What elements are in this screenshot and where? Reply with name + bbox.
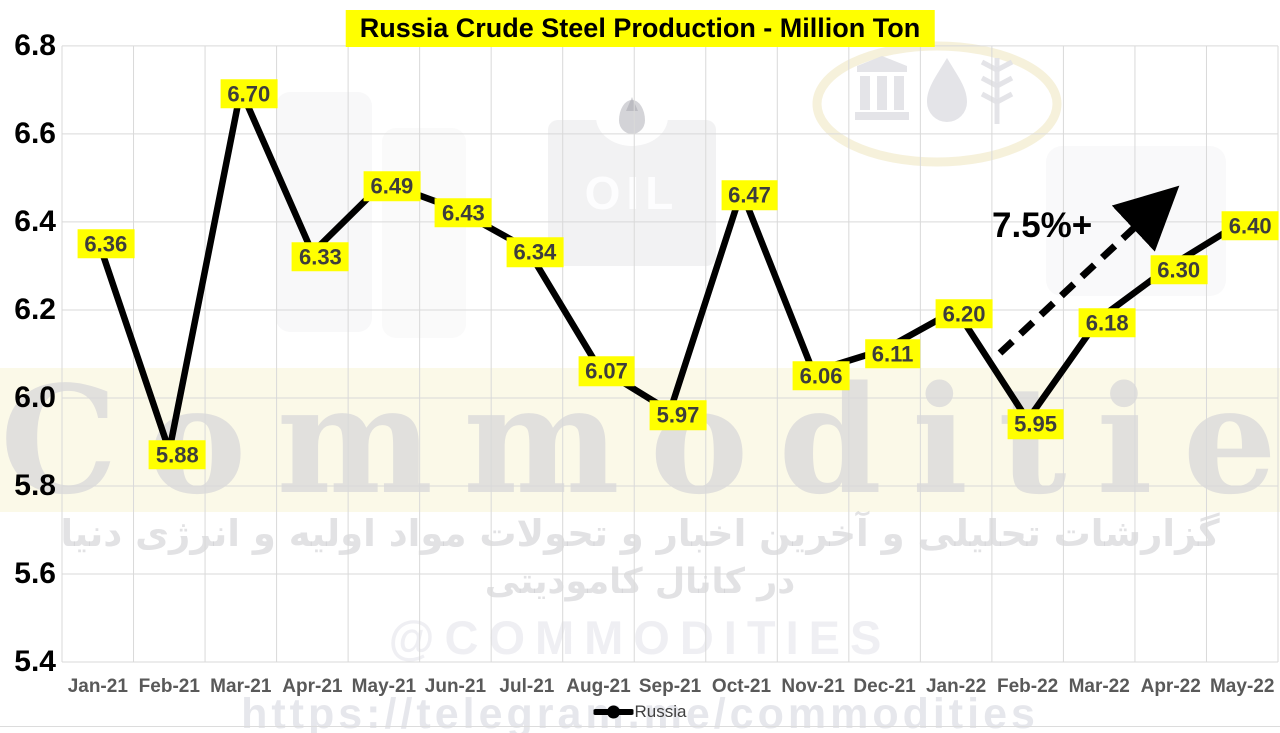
trend-annotation: 7.5%+ — [992, 206, 1093, 245]
legend-line-marker-icon — [593, 705, 634, 719]
chart-title: Russia Crude Steel Production - Million … — [345, 10, 935, 47]
divider — [0, 726, 1280, 727]
legend: Russia — [593, 702, 687, 722]
legend-label: Russia — [634, 702, 687, 721]
